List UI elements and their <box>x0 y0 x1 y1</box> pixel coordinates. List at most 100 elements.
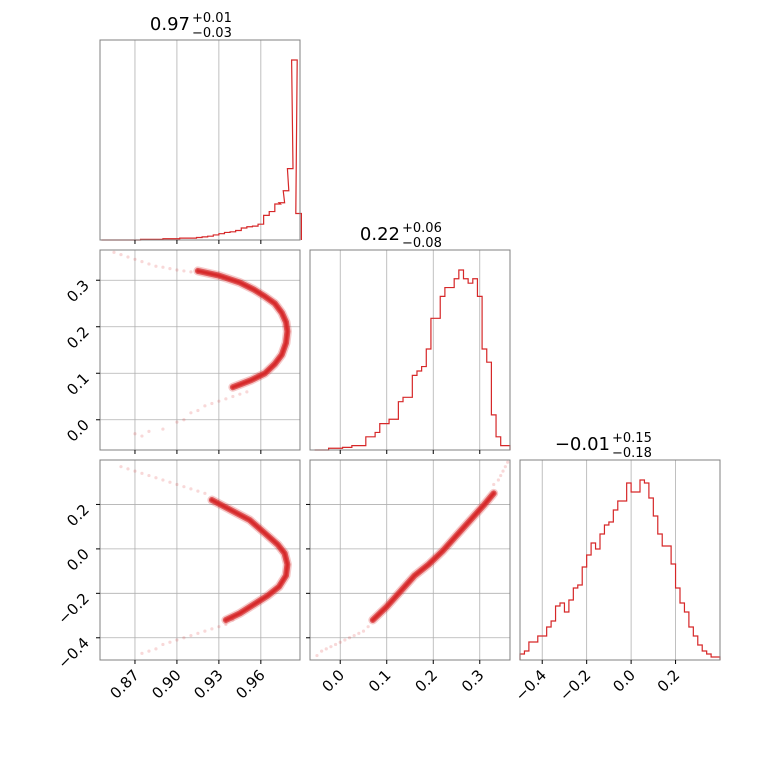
scatter-point <box>333 642 338 647</box>
scatter-point <box>161 265 165 269</box>
scatter-point <box>154 264 158 268</box>
panel-frame <box>519 459 721 661</box>
density-contour <box>193 266 292 392</box>
scatter-point <box>315 653 319 658</box>
x-tick-label: 0.0 <box>609 666 639 696</box>
panel-frame <box>99 459 301 661</box>
y-tick-label: 0.2 <box>63 323 93 353</box>
scatter-point <box>217 625 221 629</box>
scatter-point <box>357 631 361 635</box>
marginal-title-median: −0.01 <box>555 434 610 455</box>
joint-panel-p0-p2: 0.87 0.90 0.93 0.96 −0.4 −0.2 0.0 0.2 <box>54 459 301 702</box>
marginal-title-lower: −0.08 <box>402 236 442 251</box>
scatter-point <box>224 397 228 401</box>
scatter-point <box>189 411 193 415</box>
scatter-point <box>324 647 328 651</box>
scatter-point <box>203 404 207 408</box>
histogram-step-p0 <box>101 59 302 241</box>
scatter-point <box>238 392 242 396</box>
marginal-title-lower: −0.03 <box>192 26 232 41</box>
scatter-point <box>245 390 249 394</box>
scatter-point <box>140 434 144 438</box>
scatter-point <box>112 250 116 254</box>
scatter-point <box>329 645 333 649</box>
scatter-point <box>338 640 342 644</box>
scatter-point <box>189 633 193 638</box>
y-tick-label: 0.2 <box>63 501 93 531</box>
marginal-panel-p2: −0.4 −0.2 0.0 0.2 −0.01 +0.15−0.18 <box>512 431 721 705</box>
x-tick-label: 0.3 <box>458 666 488 696</box>
scatter-point <box>203 629 207 633</box>
density-contour <box>372 492 495 621</box>
histogram-step-p1 <box>314 269 511 451</box>
marginal-panel-p0: 0.97 +0.01−0.03 <box>99 11 302 244</box>
scatter-point <box>161 478 165 482</box>
density-contour <box>211 499 289 621</box>
marginal-title-upper: +0.06 <box>402 221 442 236</box>
x-tick-label: −0.4 <box>512 666 550 704</box>
marginal-title-upper: +0.01 <box>192 11 232 26</box>
marginal-title-median: 0.97 <box>150 14 190 35</box>
scatter-point <box>210 401 214 406</box>
scatter-point <box>147 473 151 478</box>
scatter-point <box>140 260 144 264</box>
scatter-point <box>347 636 352 640</box>
scatter-point <box>147 429 151 433</box>
scatter-point <box>175 482 179 487</box>
marginal-title-median: 0.22 <box>360 224 400 245</box>
scatter-point <box>320 649 324 653</box>
scatter-point <box>182 485 186 489</box>
scatter-point <box>182 269 186 273</box>
x-tick-label: 0.0 <box>318 666 348 696</box>
panel-frame <box>309 249 511 451</box>
marginal-title-upper: +0.15 <box>612 431 652 446</box>
scatter-point <box>501 469 505 473</box>
y-tick-label: 0.3 <box>63 276 93 306</box>
scatter-point <box>161 427 165 431</box>
scatter-point <box>343 638 347 642</box>
scatter-point <box>168 267 172 271</box>
scatter-point <box>133 257 137 261</box>
density-contour <box>197 270 289 388</box>
scatter-point <box>217 399 221 403</box>
scatter-point <box>147 649 151 653</box>
y-tick-label: −0.4 <box>54 634 92 672</box>
scatter-point <box>496 478 500 482</box>
panel-frame <box>99 39 301 241</box>
y-tick-label: 0.0 <box>63 545 93 575</box>
scatter-point <box>154 476 158 480</box>
panel-frame <box>309 459 511 661</box>
x-tick-label: 0.96 <box>232 666 268 702</box>
scatter-point <box>182 636 186 640</box>
panel-frame <box>99 249 301 451</box>
scatter-point <box>119 253 123 257</box>
scatter-point <box>499 473 503 478</box>
y-tick-label: −0.2 <box>54 589 92 627</box>
y-tick-label: 0.0 <box>63 416 93 446</box>
x-tick-label: 0.1 <box>365 666 395 696</box>
scatter-point <box>119 465 123 469</box>
joint-panel-p0-p1: 0.0 0.1 0.2 0.3 <box>63 249 301 454</box>
scatter-point <box>196 631 200 635</box>
scatter-point <box>224 622 228 627</box>
marginal-panel-p1: 0.22 +0.06−0.08 <box>309 221 511 454</box>
scatter-point <box>361 629 366 633</box>
x-tick-label: −0.2 <box>556 666 594 704</box>
scatter-point <box>231 394 235 399</box>
scatter-point <box>126 255 130 259</box>
scatter-point <box>196 408 200 413</box>
x-tick-label: 0.90 <box>148 666 184 702</box>
scatter-point <box>352 633 356 638</box>
scatter-point <box>210 627 214 631</box>
histogram-step-p2 <box>519 479 721 660</box>
scatter-point <box>154 647 158 651</box>
scatter-point <box>506 460 510 464</box>
x-tick-label: 0.93 <box>190 666 226 702</box>
scatter-point <box>203 491 207 495</box>
scatter-point <box>175 268 179 272</box>
x-tick-label: 0.87 <box>106 666 142 702</box>
scatter-point <box>189 487 193 491</box>
x-tick-label: 0.2 <box>654 666 684 696</box>
scatter-point <box>168 640 172 644</box>
